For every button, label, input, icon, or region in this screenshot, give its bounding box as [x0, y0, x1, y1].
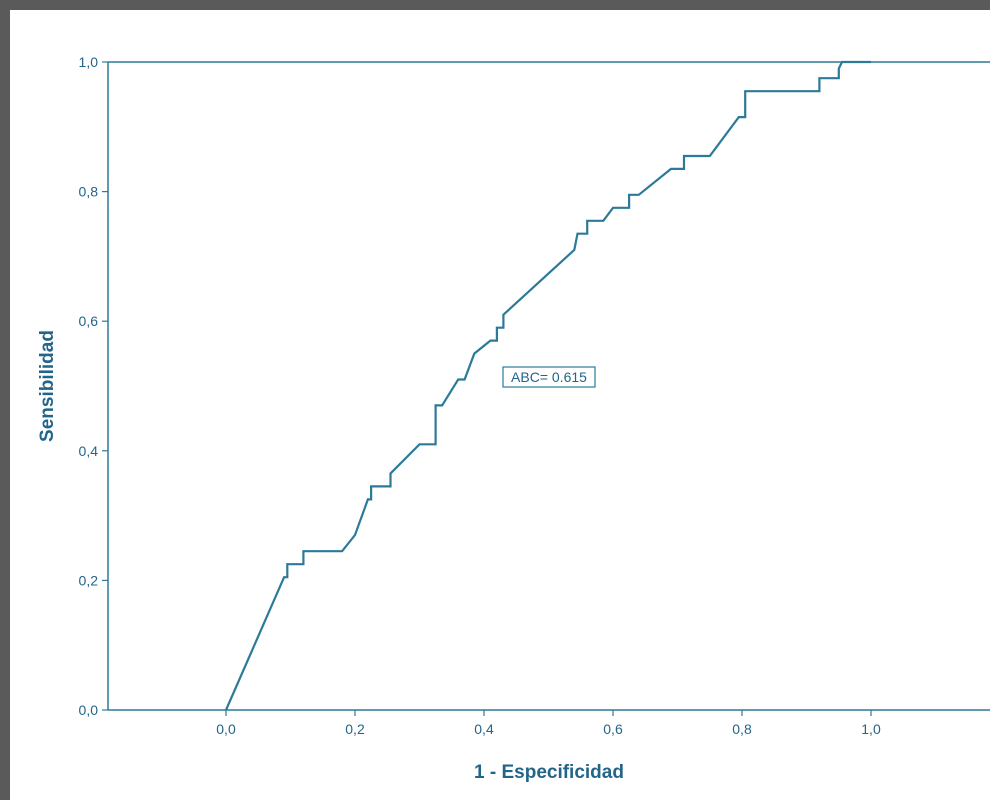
roc-curve	[224, 60, 871, 711]
y-tick-label: 0,8	[79, 184, 99, 200]
y-tick-label: 0,0	[79, 702, 99, 718]
x-tick-label: 1,0	[861, 721, 881, 737]
y-tick-label: 0,2	[79, 572, 99, 588]
auc-annotation: ABC= 0.615	[502, 366, 596, 388]
x-ticks: 0,0 0,2 0,4 0,6 0,8 1,0	[216, 710, 881, 737]
y-ticks: 0,0 0,2 0,4 0,6 0,8 1,0	[79, 54, 108, 718]
x-tick-label: 0,4	[474, 721, 494, 737]
x-tick-label: 0,8	[732, 721, 752, 737]
y-axis-title: Sensibilidad	[37, 330, 58, 442]
x-tick-label: 0,6	[603, 721, 623, 737]
auc-annotation-text: ABC= 0.615	[511, 369, 587, 385]
x-tick-label: 0,2	[345, 721, 365, 737]
y-tick-label: 0,6	[79, 313, 99, 329]
auc-annotation-box	[502, 366, 596, 388]
x-axis-title: 1 - Especificidad	[474, 762, 624, 783]
y-tick-label: 1,0	[79, 54, 99, 70]
x-tick-label: 0,0	[216, 721, 236, 737]
y-tick-label: 0,4	[79, 443, 99, 459]
